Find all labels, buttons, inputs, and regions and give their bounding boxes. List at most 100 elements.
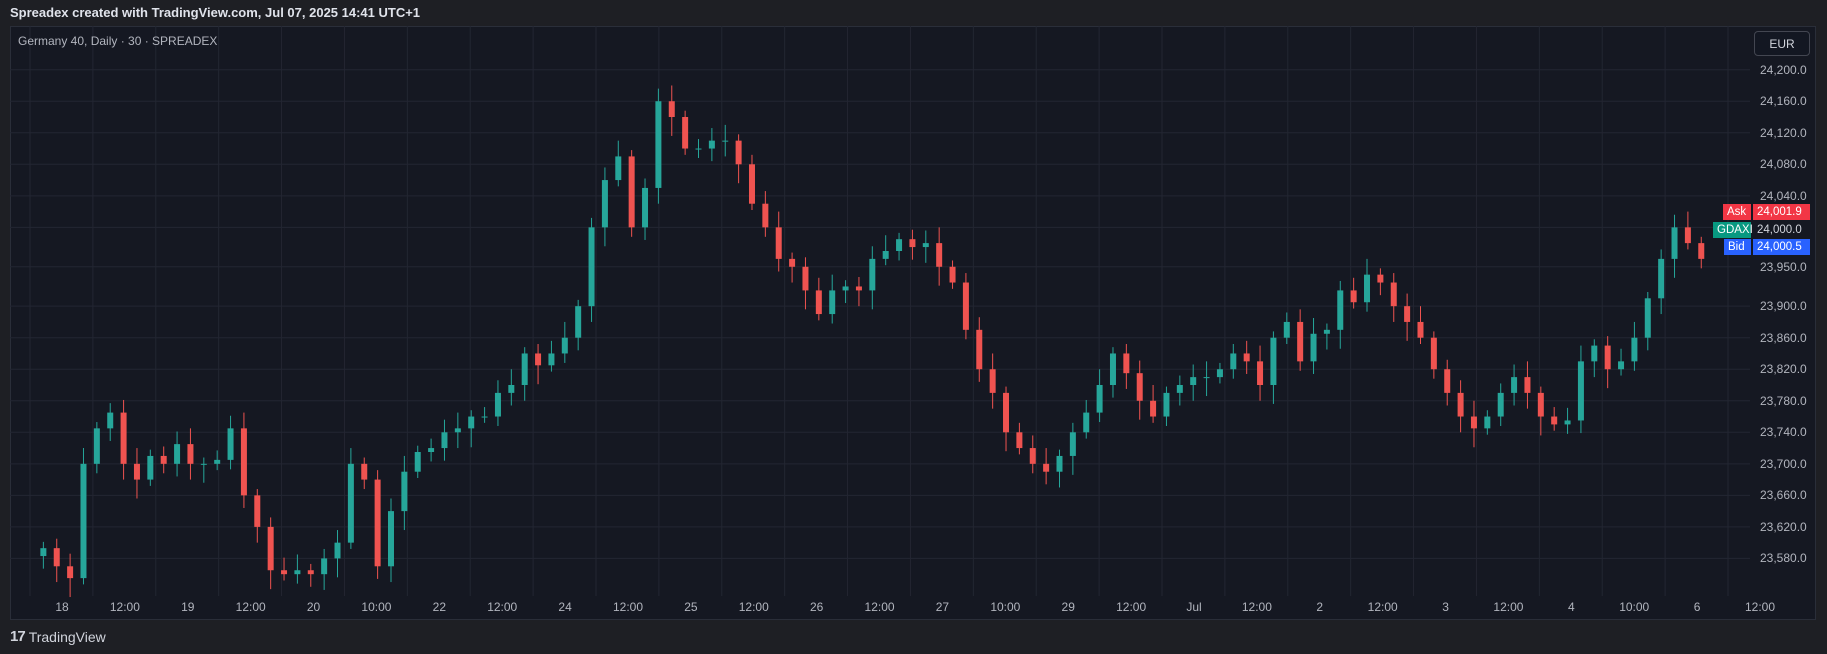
candle-body <box>615 156 622 181</box>
candle-body <box>1150 400 1157 417</box>
candle-body <box>842 286 849 291</box>
candle-body <box>281 570 288 575</box>
candle-body <box>1524 377 1531 393</box>
candle-body <box>1323 329 1330 334</box>
candle-body <box>642 187 649 228</box>
candle-body <box>548 353 555 366</box>
candle-body <box>1003 392 1010 433</box>
candlestick-chart[interactable] <box>10 26 1816 620</box>
candle-body <box>695 148 702 150</box>
x-tick-label: 2 <box>1316 600 1324 614</box>
candle-body <box>1591 345 1598 362</box>
candle-body <box>1644 298 1651 338</box>
candle-body <box>120 412 127 464</box>
candle-body <box>628 156 635 228</box>
candle-body <box>1618 361 1625 370</box>
y-tick-label: 23,660.0 <box>1760 488 1807 503</box>
x-tick-label: 10:00 <box>1619 600 1650 614</box>
candle-body <box>1016 432 1023 449</box>
y-tick-label: 24,200.0 <box>1760 62 1807 77</box>
candle-body <box>1404 306 1411 322</box>
x-tick-label: 12:00 <box>1493 600 1524 614</box>
candle-body <box>1511 377 1518 393</box>
candle-body <box>896 239 903 251</box>
y-tick-label: 23,780.0 <box>1760 393 1807 408</box>
candle-body <box>454 428 461 433</box>
candle-body <box>575 306 582 338</box>
candle-body <box>1297 321 1304 362</box>
candle-body <box>1123 353 1130 374</box>
candle-body <box>374 479 381 567</box>
chart-panel[interactable] <box>10 26 1816 620</box>
candle-body <box>1551 416 1558 425</box>
ask-label: Ask <box>1723 204 1751 220</box>
candle-body <box>1029 448 1036 464</box>
x-tick-label: 6 <box>1693 600 1701 614</box>
tradingview-logo-icon: 17 <box>10 628 26 645</box>
y-tick-label: 24,080.0 <box>1760 157 1807 172</box>
candle-body <box>882 251 889 259</box>
candle-body <box>1270 337 1277 385</box>
candle-body <box>1243 353 1250 362</box>
candle-body <box>107 412 114 429</box>
candle-body <box>1631 337 1638 362</box>
candle-body <box>1377 274 1384 283</box>
bid-value: 24,000.5 <box>1753 239 1810 255</box>
candle-body <box>1230 353 1237 370</box>
candle-body <box>187 444 194 464</box>
x-tick-label: 22 <box>432 600 447 614</box>
candle-body <box>1109 353 1116 385</box>
candle-body <box>789 258 796 267</box>
candle-body <box>1337 290 1344 330</box>
candle-body <box>922 243 929 248</box>
x-tick-label: 3 <box>1442 600 1449 614</box>
candle-body <box>1684 227 1691 244</box>
y-tick-label: 23,820.0 <box>1760 362 1807 377</box>
y-tick-label: 24,040.0 <box>1760 188 1807 203</box>
y-tick-label: 23,740.0 <box>1760 425 1807 440</box>
header-caption: Spreadex created with TradingView.com, J… <box>0 0 1827 26</box>
brand-name: TradingView <box>28 628 106 645</box>
x-tick-label: 12:00 <box>487 600 518 614</box>
candle-body <box>1257 361 1264 385</box>
candle-body <box>1658 258 1665 299</box>
candle-body <box>909 239 916 248</box>
currency-button[interactable]: EUR <box>1754 31 1810 56</box>
candle-body <box>387 511 394 567</box>
candle-body <box>655 101 662 188</box>
candle-body <box>561 337 568 354</box>
candle-body <box>53 548 60 567</box>
x-tick-label: 25 <box>684 600 698 614</box>
footer-brand[interactable]: 17 TradingView <box>10 628 106 645</box>
candle-body <box>855 286 862 291</box>
candle-body <box>414 452 421 472</box>
candle-body <box>441 432 448 449</box>
candle-body <box>829 290 836 315</box>
candle-body <box>1564 420 1571 425</box>
candle-body <box>775 227 782 259</box>
candle-body <box>1484 416 1491 429</box>
candle-body <box>40 548 47 557</box>
candle-body <box>936 243 943 267</box>
candle-body <box>1671 227 1678 259</box>
symbol-line[interactable]: Germany 40, Daily · 30 · SPREADEX <box>18 34 218 48</box>
candle-body <box>508 385 515 393</box>
x-tick-label: 27 <box>935 600 950 614</box>
candle-body <box>321 558 328 575</box>
candle-body <box>1430 337 1437 370</box>
candle-body <box>762 203 769 228</box>
candle-body <box>307 570 314 575</box>
candle-body <box>949 266 956 283</box>
candle-body <box>722 140 729 142</box>
candle-body <box>668 101 675 117</box>
x-tick-label: 12:00 <box>738 600 769 614</box>
candle-body <box>1310 333 1317 362</box>
candle-body <box>80 463 87 579</box>
candle-body <box>428 448 435 452</box>
bid-label: Bid <box>1724 239 1751 255</box>
x-tick-label: 26 <box>809 600 824 614</box>
x-tick-label: 12:00 <box>235 600 266 614</box>
x-tick-label: 4 <box>1567 600 1575 614</box>
x-tick-label: 10:00 <box>990 600 1021 614</box>
x-tick-label: 12:00 <box>1367 600 1398 614</box>
